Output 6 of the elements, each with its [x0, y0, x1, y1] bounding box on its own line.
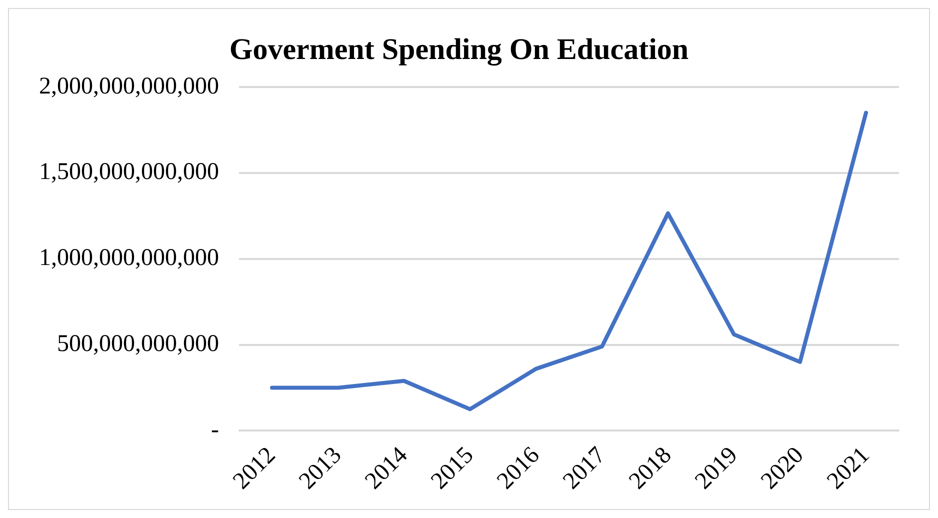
- y-tick-label: 1,500,000,000,000: [39, 159, 219, 186]
- chart-title: Goverment Spending On Education: [229, 32, 689, 66]
- y-tick-label: 500,000,000,000: [57, 331, 219, 358]
- y-tick-label: -: [211, 416, 219, 443]
- y-tick-label: 1,000,000,000,000: [39, 245, 219, 272]
- y-tick-label: 2,000,000,000,000: [39, 73, 219, 100]
